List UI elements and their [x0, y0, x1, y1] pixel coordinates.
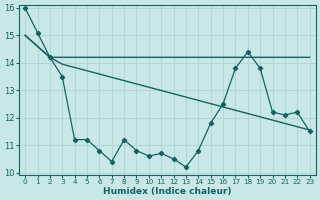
X-axis label: Humidex (Indice chaleur): Humidex (Indice chaleur) — [103, 187, 232, 196]
